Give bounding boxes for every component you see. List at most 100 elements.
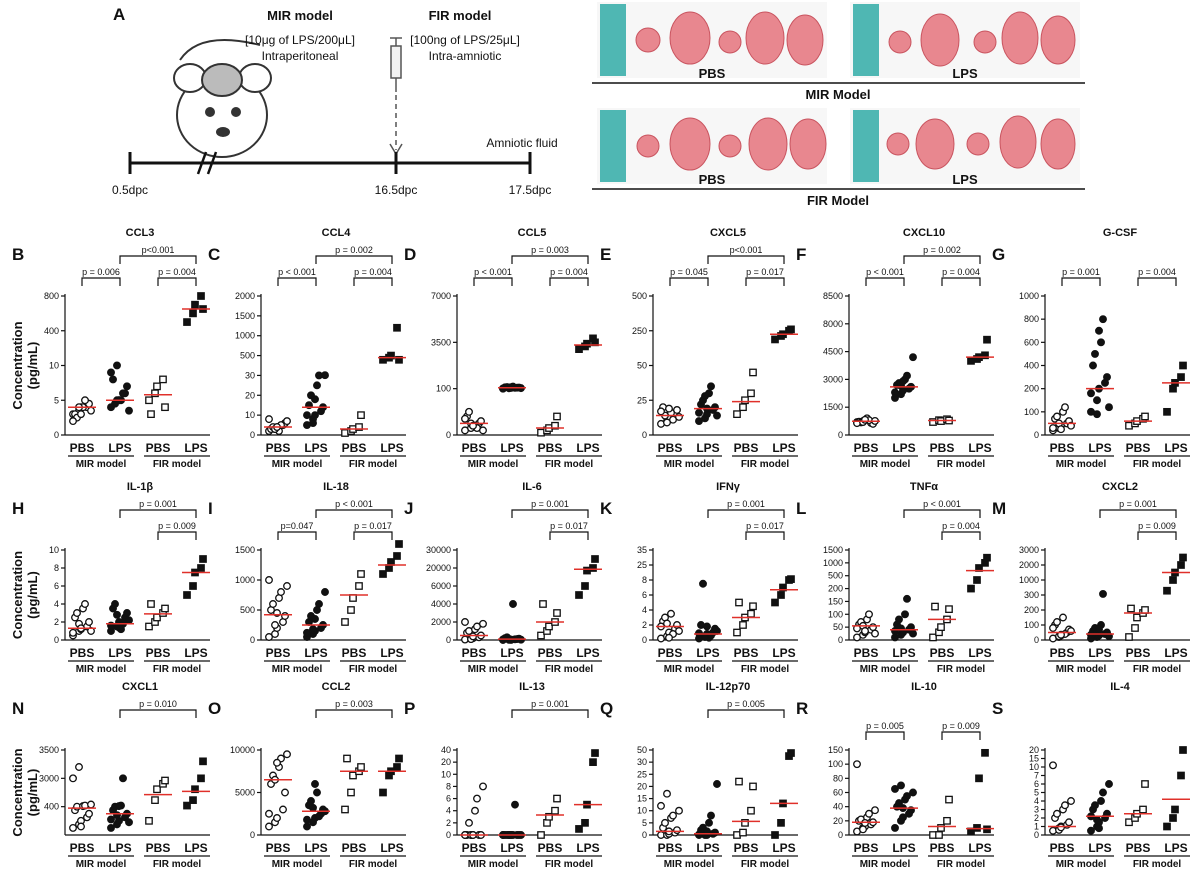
data-point — [899, 377, 907, 386]
y-tick-label: 500 — [828, 571, 843, 581]
data-point — [871, 629, 879, 638]
data-point — [151, 389, 159, 398]
group-label: PBS — [658, 841, 683, 855]
data-point — [1105, 780, 1113, 788]
data-point — [479, 426, 487, 435]
data-point — [283, 417, 291, 426]
y-tick-label: 0 — [54, 430, 59, 440]
significance-bracket — [473, 277, 513, 286]
y-tick-label: 0 — [838, 430, 843, 440]
model-label: FIR model — [545, 859, 594, 870]
y-tick-label: 6000 — [431, 581, 451, 591]
p-value: p < 0.001 — [335, 499, 373, 509]
significance-bracket — [353, 277, 393, 286]
model-label: FIR model — [349, 664, 398, 675]
data-point — [183, 591, 191, 599]
sample-label: Amniotic fluid — [486, 136, 557, 150]
data-point — [675, 627, 683, 635]
data-point — [1065, 818, 1073, 827]
y-tick-label: 40 — [441, 745, 451, 755]
p-value: p = 0.004 — [354, 267, 392, 277]
data-point — [303, 822, 311, 831]
significance-bracket — [707, 255, 785, 264]
data-point — [661, 818, 669, 827]
y-tick-label: 10 — [1029, 762, 1039, 772]
p-value: p<0.001 — [730, 245, 763, 255]
model-label: FIR model — [1133, 664, 1182, 675]
data-point — [1179, 361, 1187, 370]
data-point — [125, 406, 133, 415]
y-tick-label: 20 — [245, 390, 255, 400]
p-value: p = 0.003 — [335, 699, 373, 709]
data-point — [591, 749, 599, 757]
data-point — [145, 622, 153, 631]
group-label: PBS — [342, 441, 367, 455]
p-value: p = 0.009 — [158, 521, 196, 531]
data-point — [545, 622, 553, 631]
group-label: LPS — [576, 841, 599, 855]
data-point — [393, 763, 401, 771]
data-point — [273, 758, 281, 767]
p-value: p = 0.001 — [1062, 267, 1100, 277]
model-label: MIR model — [860, 664, 911, 675]
data-point — [981, 748, 989, 757]
panel: P IL-13 0 2 4 6 8 10 20 40 PBS LPS PBS LPS MIR model FI… — [404, 681, 602, 870]
p-value: p = 0.003 — [531, 245, 569, 255]
model-label: MIR model — [664, 664, 715, 675]
model-label: MIR model — [76, 664, 127, 675]
data-point — [545, 812, 553, 821]
y-tick-label: 3000 — [39, 773, 59, 783]
data-point — [115, 802, 123, 811]
y-tick-label: 20000 — [426, 563, 451, 573]
data-point — [125, 616, 133, 625]
y-tick-label: 0 — [1034, 830, 1039, 840]
significance-bracket — [549, 531, 589, 540]
model-label: FIR model — [153, 859, 202, 870]
data-point — [69, 417, 77, 426]
data-point — [197, 564, 205, 572]
data-point — [707, 811, 715, 820]
group-label: PBS — [734, 441, 759, 455]
model-label: MIR model — [1056, 859, 1107, 870]
y-tick-label: 3000 — [1019, 545, 1039, 555]
data-point — [307, 797, 315, 805]
model-label: FIR model — [153, 664, 202, 675]
data-point — [161, 776, 169, 785]
data-point — [741, 819, 749, 827]
y-tick-label: 150 — [828, 596, 843, 606]
data-point — [281, 612, 289, 620]
data-point — [315, 812, 323, 821]
panel-letter: N — [12, 699, 24, 718]
p-value: p = 0.001 — [1119, 499, 1157, 509]
group-label: LPS — [696, 646, 719, 660]
significance-bracket — [511, 255, 589, 264]
y-tick-label: 30 — [245, 370, 255, 380]
group-label: LPS — [696, 841, 719, 855]
data-point — [395, 540, 403, 548]
data-point — [583, 339, 591, 348]
panel-letter: C — [208, 245, 220, 264]
data-point — [983, 335, 991, 344]
data-point — [1095, 625, 1103, 634]
panel-letter: Q — [600, 699, 613, 718]
p-value: p = 0.004 — [550, 267, 588, 277]
timepoint: 17.5dpc — [509, 183, 552, 197]
data-point — [581, 582, 589, 590]
y-tick-label: 7 — [1034, 771, 1039, 781]
data-point — [507, 635, 515, 644]
significance-bracket — [745, 277, 785, 286]
data-point — [479, 619, 487, 628]
y-tick-label: 6 — [642, 590, 647, 600]
data-point — [1053, 412, 1061, 421]
data-point — [591, 555, 599, 563]
y-tick-label: 2 — [642, 620, 647, 630]
photo-label: PBS — [699, 66, 726, 81]
data-point — [741, 396, 749, 405]
panel-title: IL-12p70 — [706, 681, 751, 693]
group-label: PBS — [462, 646, 487, 660]
panel: N CXCL1 400 3000 3500 PBS LPS PBS LPS MIR model FI… — [10, 681, 210, 870]
model-label: FIR model — [545, 664, 594, 675]
data-point — [931, 602, 939, 611]
data-point — [739, 621, 747, 629]
model-label: FIR model — [545, 459, 594, 470]
